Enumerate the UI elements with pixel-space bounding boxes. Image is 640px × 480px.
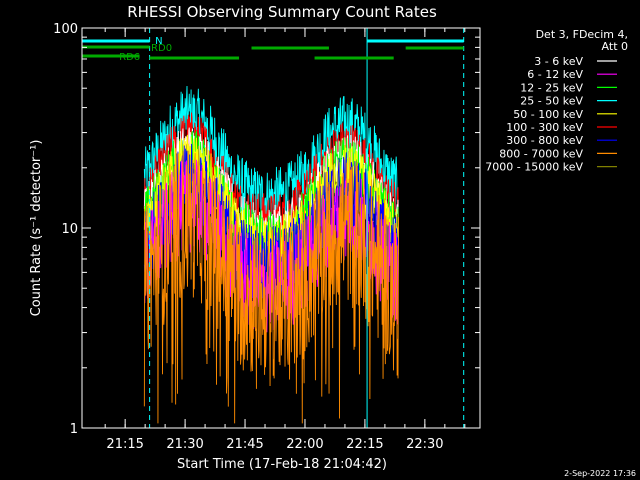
axis-layer: 21:15 21:30 21:45 22:00 22:15 22:30 1 10 100: [53, 22, 480, 452]
legend-label: 6 - 12 keV: [527, 68, 583, 81]
annotation-n: N: [155, 36, 162, 47]
trace-25-50kev: [143, 86, 399, 226]
legend-label: 7000 - 15000 keV: [485, 161, 583, 174]
x-tick-label: 22:15: [346, 437, 383, 452]
annotation-rd6: RD6: [119, 52, 140, 63]
x-tick-label: 22:30: [406, 437, 443, 452]
data-layer: [143, 86, 399, 424]
x-tick-label: 22:00: [286, 437, 323, 452]
legend-label: 300 - 800 keV: [506, 134, 583, 147]
trace-800-7000kev: [143, 145, 399, 424]
chart-title: RHESSI Observing Summary Count Rates: [127, 3, 437, 21]
y-tick-label: 100: [53, 22, 78, 37]
y-tick-label: 1: [70, 422, 78, 437]
x-tick-label: 21:45: [226, 437, 263, 452]
legend-label: 3 - 6 keV: [534, 55, 583, 68]
legend-header-line-1: Det 3, FDecim 4,: [536, 28, 628, 41]
x-tick-label: 21:30: [166, 437, 203, 452]
legend-header-line-2: Att 0: [602, 40, 628, 53]
annotation-rd0: RD0: [151, 43, 172, 54]
legend-label: 800 - 7000 keV: [499, 147, 583, 160]
legend-label: 12 - 25 keV: [520, 81, 583, 94]
legend-label: 50 - 100 keV: [513, 108, 583, 121]
y-axis-label: Count Rate (s⁻¹ detector⁻¹): [29, 140, 44, 317]
x-tick-label: 21:15: [106, 437, 143, 452]
legend-label: 100 - 300 keV: [506, 121, 583, 134]
x-axis-label: Start Time (17-Feb-18 21:04:42): [177, 457, 387, 472]
legend-label: 25 - 50 keV: [520, 95, 583, 108]
y-tick-label: 10: [61, 222, 78, 237]
footer-date: 2-Sep-2022 17:36: [564, 469, 636, 478]
